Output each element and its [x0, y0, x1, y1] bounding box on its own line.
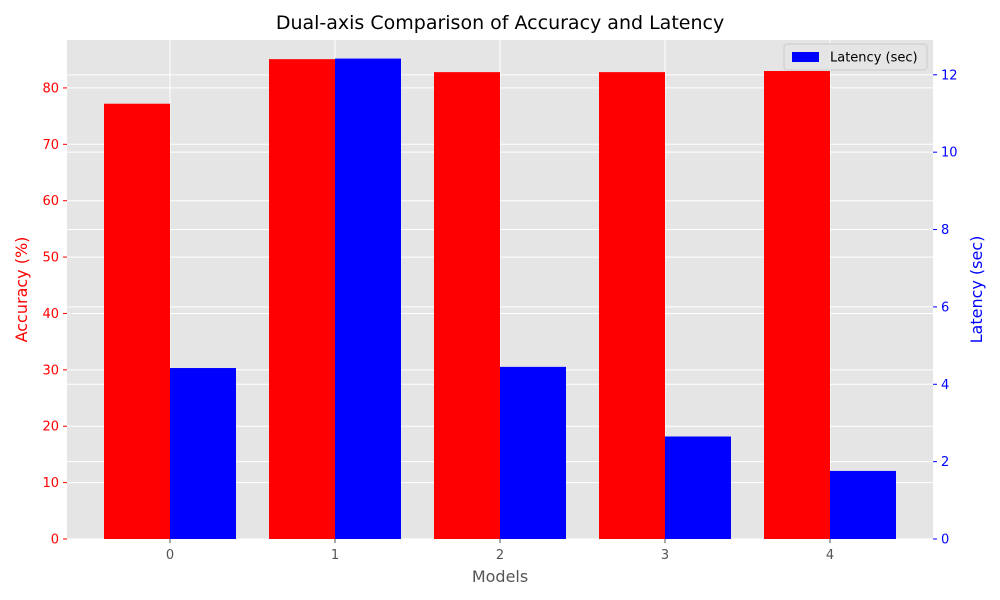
latency-bar — [665, 436, 731, 539]
y-axis-right: 0 2 4 6 8 10 12 — [933, 68, 958, 548]
accuracy-bar — [269, 59, 335, 539]
y-right-tick-label: 4 — [941, 378, 949, 393]
x-tick-label: 4 — [826, 548, 834, 563]
latency-bar — [500, 366, 566, 539]
legend: Latency (sec) — [783, 43, 928, 71]
bars — [104, 58, 896, 540]
legend-swatch — [792, 52, 819, 62]
y-right-tick-label: 2 — [941, 455, 949, 470]
x-tick-label: 3 — [661, 548, 669, 563]
y-left-tick-label: 0 — [51, 533, 59, 548]
y-left-tick-label: 50 — [42, 251, 59, 266]
x-tick-label: 0 — [166, 548, 174, 563]
y-right-tick-label: 10 — [941, 146, 958, 161]
accuracy-bar — [599, 72, 665, 540]
latency-bar — [335, 58, 401, 539]
y-left-tick-label: 30 — [42, 363, 59, 378]
x-axis: 0 1 2 3 4 — [166, 539, 834, 563]
legend-label: Latency (sec) — [830, 51, 918, 66]
y-right-tick-label: 8 — [941, 223, 949, 238]
latency-bar — [170, 368, 236, 539]
x-tick-label: 2 — [496, 548, 504, 563]
latency-bar — [830, 470, 896, 539]
x-tick-label: 1 — [331, 548, 339, 563]
y-right-tick-label: 0 — [941, 533, 949, 548]
x-axis-label: Models — [472, 567, 528, 586]
y-right-tick-label: 12 — [941, 68, 958, 83]
chart-title: Dual-axis Comparison of Accuracy and Lat… — [276, 12, 724, 34]
y-axis-left: 0 10 20 30 40 50 60 70 80 — [42, 81, 67, 548]
accuracy-bar — [104, 103, 170, 540]
legend-box — [783, 43, 928, 71]
y-left-tick-label: 60 — [42, 194, 59, 209]
y-left-tick-label: 80 — [42, 81, 59, 96]
y-left-tick-label: 70 — [42, 138, 59, 153]
accuracy-bar — [434, 72, 500, 540]
y-left-tick-label: 20 — [42, 420, 59, 435]
y-axis-left-label: Accuracy (%) — [12, 237, 31, 343]
y-left-tick-label: 40 — [42, 307, 59, 322]
accuracy-bar — [764, 71, 830, 540]
y-right-tick-label: 6 — [941, 300, 949, 315]
y-axis-right-label: Latency (sec) — [967, 236, 986, 344]
y-left-tick-label: 10 — [42, 476, 59, 491]
